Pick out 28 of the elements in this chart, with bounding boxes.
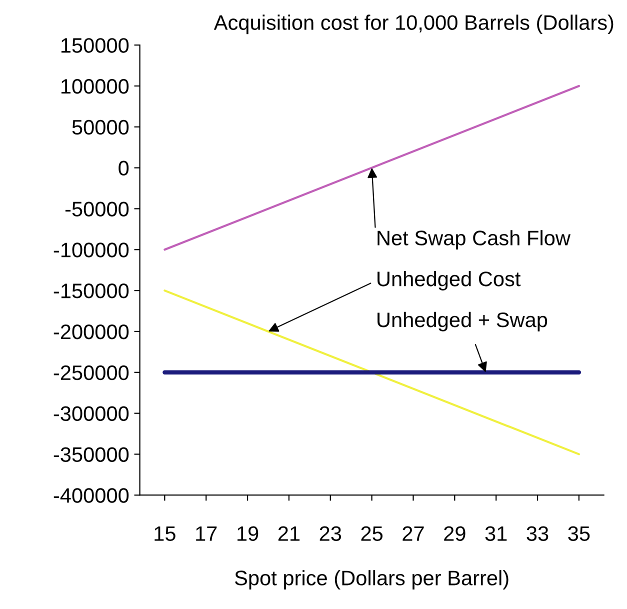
x-tick-label: 29 (444, 526, 466, 541)
x-tick-label: 17 (196, 526, 217, 541)
chart-title: Acquisition cost for 10,000 Barrels (Dollars) (214, 14, 614, 34)
y-tick-label: -100000 (54, 242, 129, 258)
y-tick-label: 150000 (61, 38, 129, 53)
y-tick-label: -150000 (54, 284, 129, 298)
y-tick-label: -50000 (65, 202, 129, 216)
x-tick-label: 27 (402, 526, 424, 541)
x-axis-title: Spot price (Dollars per Barrel) (234, 570, 508, 590)
x-tick-label: 31 (485, 526, 507, 541)
y-tick-label: -300000 (54, 406, 129, 422)
x-tick-label: 23 (320, 526, 342, 541)
y-tick-label: -400000 (54, 488, 129, 503)
y-tick-label: 0 (118, 160, 129, 176)
y-tick-label: -250000 (54, 365, 129, 380)
x-tick-label: 15 (154, 526, 176, 541)
x-tick-label: 35 (568, 526, 590, 541)
x-tick-label: 25 (361, 526, 383, 541)
annotation: Net Swap Cash Flow (378, 230, 571, 250)
y-tick-label: 100000 (61, 78, 129, 94)
x-tick-label: 33 (526, 526, 548, 541)
annotation: Unhedged + Swap (378, 312, 548, 332)
x-tick-label: 19 (238, 526, 258, 541)
y-tick-label: -200000 (54, 324, 129, 340)
x-tick-label: 21 (278, 526, 300, 541)
annotation: Unhedged Cost (378, 271, 521, 290)
y-tick-label: -350000 (54, 447, 129, 462)
y-tick-label: 50000 (72, 120, 129, 135)
